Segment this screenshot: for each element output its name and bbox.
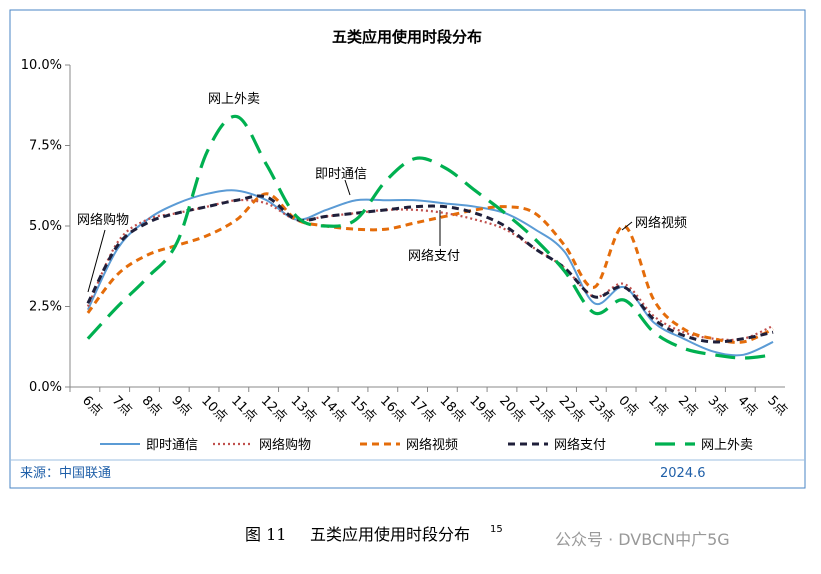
caption-footnote: 15	[490, 524, 503, 535]
caption-label: 图 11	[245, 525, 286, 544]
chart-title: 五类应用使用时段分布	[332, 28, 482, 46]
annotation-arrow	[87, 229, 106, 293]
series-line	[86, 194, 774, 344]
date: 2024.6	[660, 466, 706, 481]
annotation-arrow	[621, 221, 633, 231]
legend-label: 网络视频	[406, 437, 458, 453]
annotation: 网络购物	[77, 212, 129, 228]
chart-frame	[9, 9, 806, 489]
y-tick-label: 2.5%	[29, 300, 62, 315]
legend-label: 即时通信	[146, 438, 198, 453]
watermark: 公众号 · DVBCN中广5G	[555, 530, 730, 549]
y-tick-label: 0.0%	[29, 380, 62, 395]
annotation: 网络支付	[408, 248, 460, 264]
series-line	[86, 192, 774, 344]
annotation: 网上外卖	[208, 92, 260, 107]
series-line	[86, 114, 774, 360]
caption-text: 五类应用使用时段分布	[310, 525, 470, 544]
legend-label: 网络购物	[259, 437, 311, 453]
annotation-arrow	[344, 179, 351, 196]
y-tick-label: 10.0%	[21, 58, 62, 73]
source: 来源：中国联通	[20, 466, 111, 481]
legend-label: 网络支付	[554, 437, 606, 453]
y-tick-label: 7.5%	[29, 139, 62, 154]
y-tick-label: 5.0%	[29, 219, 62, 234]
series-line	[86, 189, 774, 357]
legend-label: 网上外卖	[701, 438, 753, 453]
annotation: 即时通信	[315, 167, 367, 182]
annotation: 网络视频	[635, 215, 687, 231]
